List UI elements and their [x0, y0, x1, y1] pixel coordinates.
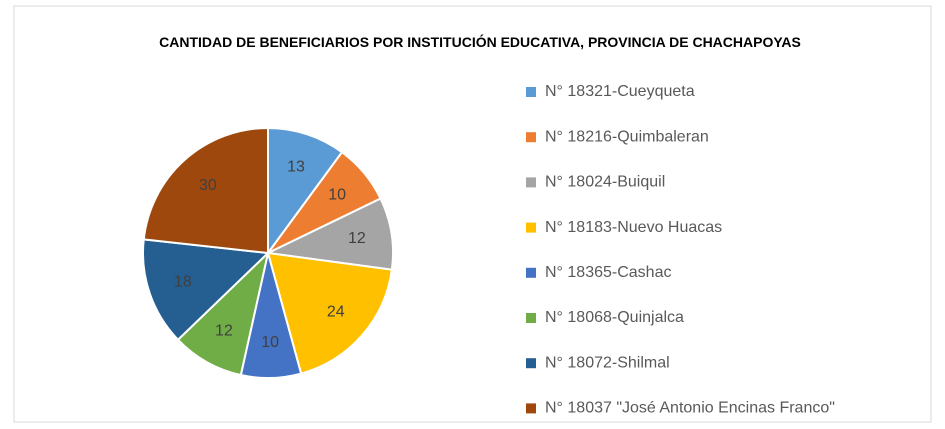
- legend-swatch: [526, 132, 536, 143]
- legend-swatch: [526, 313, 536, 323]
- legend-label: N° 18068-Quinjalca: [545, 309, 684, 326]
- data-label: 30: [199, 177, 217, 194]
- data-label: 10: [328, 187, 346, 204]
- pie-slice: [142, 238, 271, 342]
- chart-title: CANTIDAD DE BENEFICIARIOS POR INSTITUCIÓ…: [159, 34, 801, 50]
- legend-label: N° 18365-Cashac: [545, 264, 671, 281]
- legend-label: N° 18037 "José Antonio Encinas Franco": [545, 400, 835, 417]
- pie-slice: [267, 126, 344, 257]
- pie-slice: [142, 126, 269, 255]
- legend-swatch: [526, 358, 536, 369]
- data-label: 12: [215, 323, 233, 340]
- legend-swatch: [526, 403, 536, 414]
- legend-swatch: [526, 87, 536, 97]
- data-label: 18: [174, 273, 192, 290]
- legend-swatch: [526, 177, 536, 188]
- legend-label: N° 18183-Nuevo Huacas: [545, 219, 722, 236]
- pie-slice: [266, 251, 394, 375]
- data-label: 10: [261, 334, 279, 351]
- legend-swatch: [526, 267, 536, 278]
- legend-label: N° 18072-Shilmal: [545, 354, 670, 371]
- legend-label: N° 18216-Quimbaleran: [545, 128, 709, 145]
- data-label: 12: [348, 230, 366, 247]
- legend-swatch: [526, 222, 536, 233]
- data-label: 24: [327, 303, 345, 320]
- legend-label: N° 18024-Buiquil: [545, 174, 665, 191]
- data-label: 13: [287, 159, 305, 176]
- legend-label: N° 18321-Cueyqueta: [545, 83, 695, 100]
